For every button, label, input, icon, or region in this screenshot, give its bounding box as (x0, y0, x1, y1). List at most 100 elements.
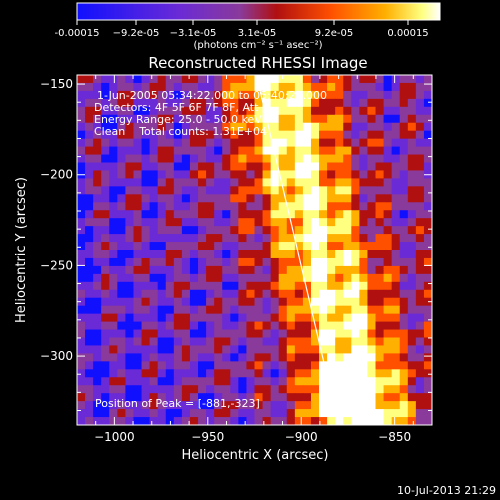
heatmap-cell (399, 226, 409, 235)
heatmap-cell (198, 178, 207, 187)
heatmap-cell (125, 210, 135, 219)
heatmap-cell (423, 329, 432, 339)
heatmap-cell (230, 305, 239, 315)
heatmap-cell (302, 417, 312, 425)
heatmap-cell (302, 162, 312, 172)
heatmap-cell (359, 250, 369, 259)
heatmap-cell (141, 281, 151, 291)
heatmap-cell (294, 393, 304, 402)
heatmap-cell (101, 401, 110, 410)
heatmap-cell (327, 393, 336, 402)
heatmap-cell (367, 265, 377, 275)
heatmap-cell (270, 210, 280, 219)
heatmap-cell (173, 401, 183, 410)
heatmap-cell (141, 226, 151, 235)
heatmap-cell (407, 186, 417, 195)
heatmap-cell (77, 162, 86, 172)
heatmap-cell (198, 345, 207, 354)
heatmap-cell (157, 130, 167, 140)
heatmap-cell (109, 265, 118, 275)
heatmap-cell (101, 265, 110, 275)
heatmap-cell (117, 329, 127, 339)
heatmap-cell (359, 146, 369, 156)
heatmap-cell (262, 337, 272, 347)
heatmap-cell (189, 130, 199, 140)
heatmap-cell (343, 130, 352, 140)
heatmap-cell (383, 234, 393, 243)
heatmap-cell (125, 170, 135, 179)
heatmap-cell (399, 297, 409, 307)
heatmap-cell (189, 162, 199, 172)
heatmap-cell (343, 90, 352, 100)
heatmap-cell (375, 385, 385, 394)
heatmap-cell (399, 106, 409, 116)
heatmap-cell (367, 130, 377, 140)
heatmap-cell (222, 130, 231, 140)
heatmap-cell (238, 305, 248, 315)
heatmap-cell (310, 289, 320, 299)
heatmap-cell (165, 329, 175, 339)
heatmap-cell (133, 289, 143, 299)
heatmap-cell (399, 122, 409, 132)
heatmap-cell (343, 98, 352, 108)
heatmap-cell (85, 313, 94, 323)
heatmap-cell (367, 401, 377, 410)
heatmap-cell (141, 289, 151, 299)
heatmap-cell (399, 369, 409, 378)
heatmap-cell (375, 250, 385, 259)
heatmap-cell (101, 106, 110, 116)
colorbar-unit-label: (photons cm⁻² s⁻¹ asec⁻²) (193, 40, 322, 51)
heatmap-cell (181, 114, 191, 124)
heatmap-cell (335, 321, 344, 331)
heatmap-cell (189, 281, 199, 291)
heatmap-cell (351, 385, 360, 394)
heatmap-cell (189, 146, 199, 156)
heatmap-cell (181, 353, 191, 362)
heatmap-cell (165, 385, 175, 394)
heatmap-cell (246, 329, 256, 339)
heatmap-cell (423, 82, 432, 92)
heatmap-cell (206, 409, 215, 418)
heatmap-cell (189, 337, 199, 347)
heatmap-cell (423, 257, 432, 267)
heatmap-cell (359, 289, 369, 299)
heatmap-cell (415, 186, 425, 195)
heatmap-cell (77, 178, 86, 187)
heatmap-cell (294, 321, 304, 331)
heatmap-cell (270, 361, 280, 370)
heatmap-cell (133, 234, 143, 243)
heatmap-cell (391, 353, 401, 362)
heatmap-cell (117, 178, 127, 187)
heatmap-cell (238, 130, 248, 140)
heatmap-cell (254, 289, 264, 299)
heatmap-cell (157, 337, 167, 347)
heatmap-cell (85, 75, 94, 84)
heatmap-cell (93, 202, 102, 211)
heatmap-cell (149, 218, 159, 227)
heatmap-cell (101, 417, 110, 425)
heatmap-cell (294, 257, 304, 267)
heatmap-cell (149, 106, 159, 116)
heatmap-cell (270, 234, 280, 243)
heatmap-cell (133, 329, 143, 339)
heatmap-cell (407, 154, 417, 164)
heatmap-cell (101, 90, 110, 100)
heatmap-cell (351, 146, 360, 156)
heatmap-cell (189, 257, 199, 267)
heatmap-cell (246, 369, 256, 378)
heatmap-cell (407, 106, 417, 116)
heatmap-cell (157, 329, 167, 339)
heatmap-cell (125, 226, 135, 235)
heatmap-cell (319, 265, 328, 275)
heatmap-cell (222, 305, 231, 315)
heatmap-cell (101, 281, 110, 291)
heatmap-cell (206, 146, 215, 156)
heatmap-cell (133, 202, 143, 211)
heatmap-cell (375, 393, 385, 402)
heatmap-cell (93, 385, 102, 394)
heatmap-cell (294, 417, 304, 425)
heatmap-cell (133, 114, 143, 124)
heatmap-cell (423, 234, 432, 243)
heatmap-cell (238, 385, 248, 394)
heatmap-cell (359, 186, 369, 195)
